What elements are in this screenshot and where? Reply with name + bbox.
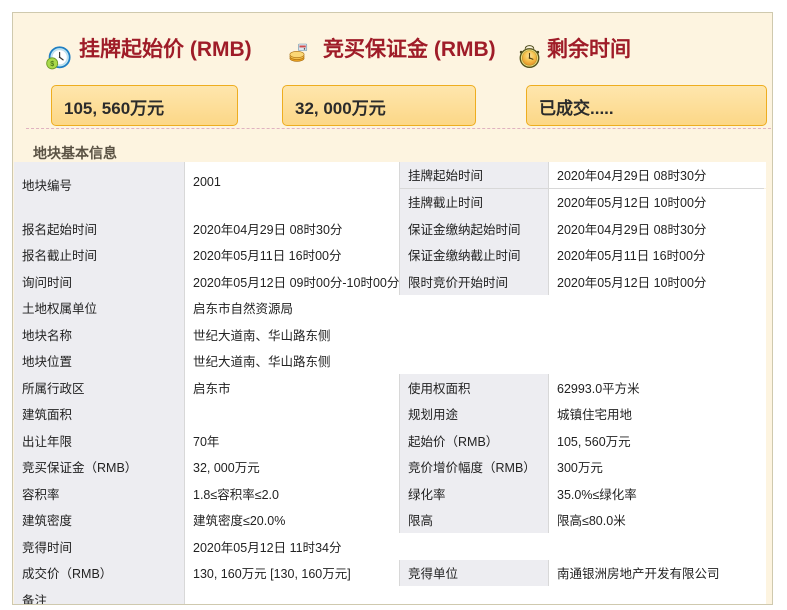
svg-text:$: $ [50, 61, 54, 68]
